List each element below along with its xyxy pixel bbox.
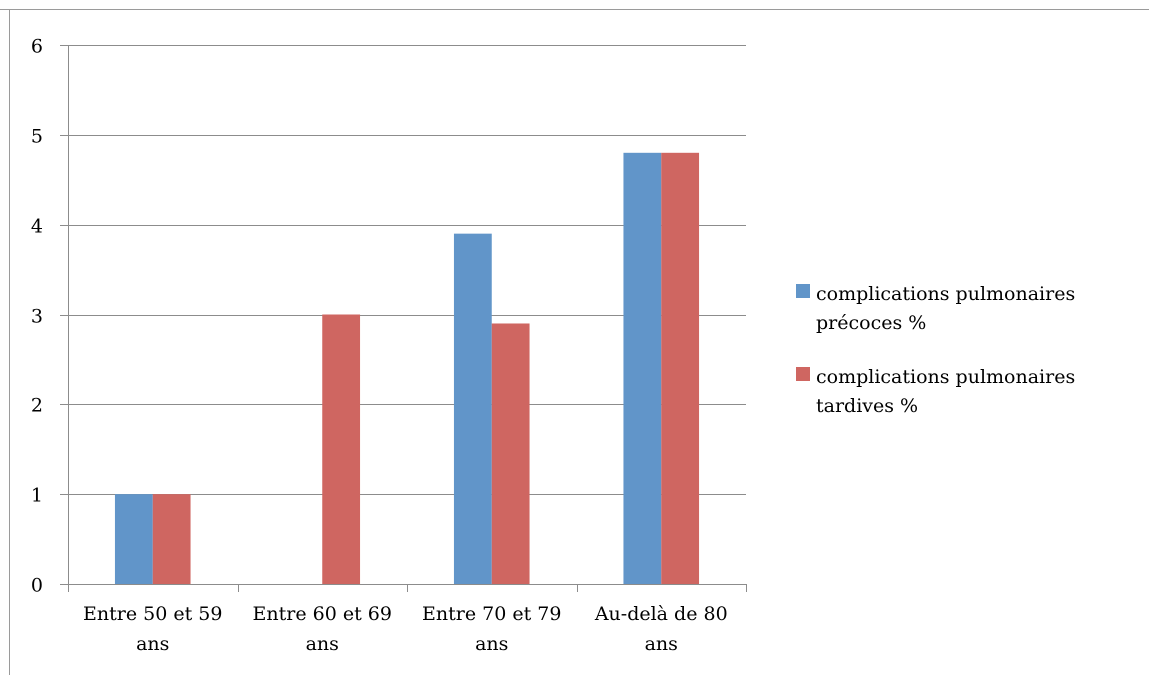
bar-series2-cat3 [491,323,530,584]
legend-label-2: complications pulmonaires [816,366,1075,388]
bars [114,152,700,585]
axes [60,45,747,592]
x-axis-tick-labels: Entre 50 et 59 ans Entre 60 et 69 ans Entre … [83,603,728,655]
x-tick-label: ans [136,633,169,655]
y-tick-label: 3 [31,306,43,328]
y-tick-label: 6 [31,36,43,58]
y-tick-label: 4 [31,216,43,238]
y-axis-tick-labels: 0 1 2 3 4 5 6 [31,36,43,597]
x-tick-label: Entre 60 et 69 [253,603,392,625]
bar-series1-cat4 [623,152,662,585]
legend-label-2: tardives % [816,395,918,417]
bar-series1-cat1 [114,494,153,584]
legend-swatch-1 [796,284,810,298]
bar-series1-cat3 [453,233,492,584]
x-tick-label: Entre 50 et 59 [83,603,222,625]
y-tick-label: 2 [31,395,43,417]
x-tick-label: ans [645,633,678,655]
x-tick-label: Entre 70 et 79 [422,603,561,625]
bar-series2-cat2 [322,314,361,584]
x-tick-label: Au-delà de 80 [594,603,728,625]
y-tick-label: 5 [31,126,43,148]
y-tick-label: 1 [31,485,43,507]
bar-series2-cat4 [661,152,700,585]
legend-label-1: précoces % [816,312,926,334]
x-tick-label: ans [306,633,339,655]
bar-series2-cat1 [152,494,191,584]
x-tick-label: ans [475,633,508,655]
legend-swatch-2 [796,367,810,381]
y-tick-label: 0 [31,575,43,597]
legend: complications pulmonaires précoces % compl… [796,283,1075,417]
legend-label-1: complications pulmonaires [816,283,1075,305]
